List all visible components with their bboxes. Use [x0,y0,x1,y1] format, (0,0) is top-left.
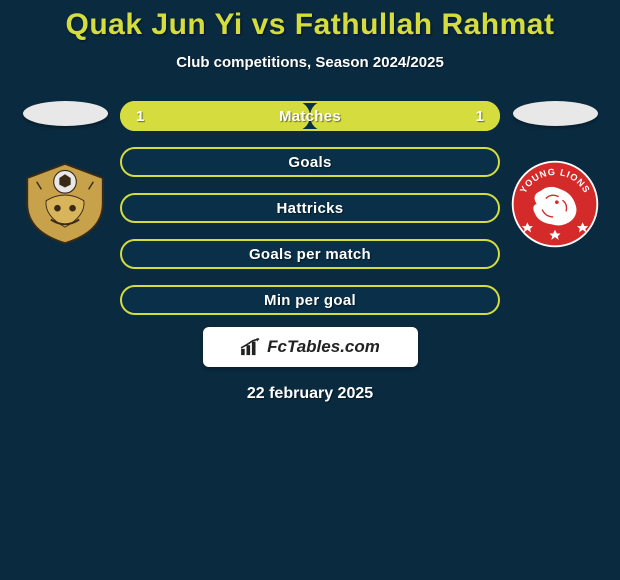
stat-row-goals-per-match: Goals per match [120,239,500,269]
main-area: 1 Matches 1 Goals Hattricks Goals per ma… [0,101,620,315]
stat-label: Min per goal [264,292,356,309]
right-player-column: YOUNG LIONS [500,101,610,246]
stat-label: Goals per match [249,246,371,263]
stat-value-left: 1 [136,108,144,125]
stat-label: Goals [288,154,331,171]
stat-row-matches: 1 Matches 1 [120,101,500,131]
team-badge-right: YOUNG LIONS [506,161,604,246]
stat-row-min-per-goal: Min per goal [120,285,500,315]
stat-row-goals: Goals [120,147,500,177]
subtitle: Club competitions, Season 2024/2025 [0,54,620,71]
stat-row-hattricks: Hattricks [120,193,500,223]
brand-box[interactable]: FcTables.com [203,327,418,367]
stats-column: 1 Matches 1 Goals Hattricks Goals per ma… [120,101,500,315]
player-photo-placeholder-left [23,101,108,126]
comparison-card: Quak Jun Yi vs Fathullah Rahmat Club com… [0,0,620,403]
stat-label: Matches [279,108,341,125]
left-player-column [10,101,120,246]
player-photo-placeholder-right [513,101,598,126]
date-text: 22 february 2025 [0,385,620,403]
team-badge-left [16,161,114,246]
stat-value-right: 1 [476,108,484,125]
title: Quak Jun Yi vs Fathullah Rahmat [0,8,620,42]
stat-label: Hattricks [277,200,344,217]
brand-text: FcTables.com [267,337,380,357]
chart-icon [240,338,262,356]
